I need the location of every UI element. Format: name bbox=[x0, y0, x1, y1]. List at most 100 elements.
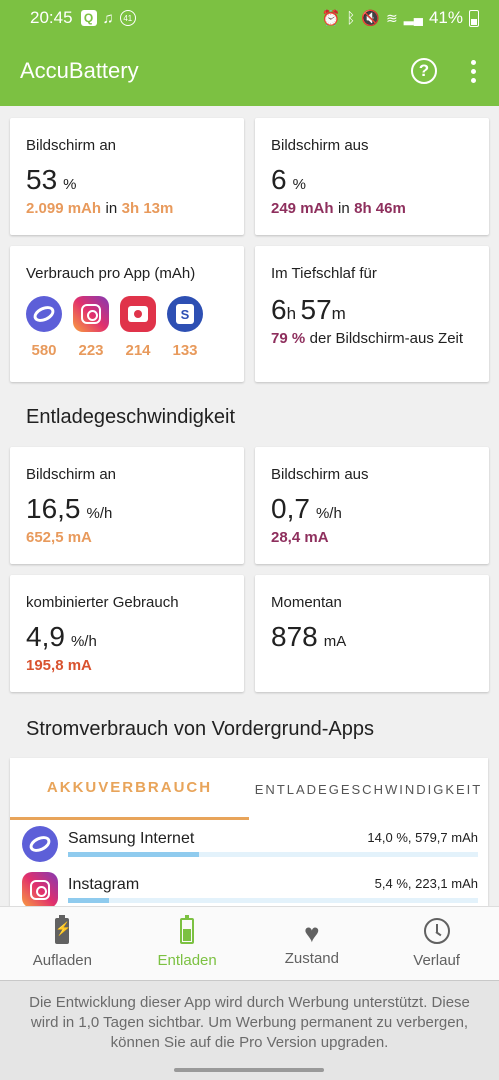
card-current[interactable]: Momentan 878 mA bbox=[255, 575, 489, 692]
card-screen-on[interactable]: Bildschirm an 53% 2.099 mAh in 3h 13m bbox=[10, 118, 244, 235]
value: 4,9 bbox=[26, 621, 65, 652]
in-text: in bbox=[105, 200, 118, 217]
ad-banner[interactable]: Die Entwicklung dieser App wird durch We… bbox=[0, 980, 499, 1062]
section-title-foreground: Stromverbrauch von Vordergrund-Apps bbox=[26, 718, 374, 740]
unit: mA bbox=[323, 633, 347, 650]
app-stat: 14,0 %, 579,7 mAh bbox=[367, 830, 478, 845]
section-title-discharge: Entladegeschwindigkeit bbox=[26, 406, 236, 428]
alarm-icon: ⏰ bbox=[321, 10, 341, 27]
app-usage-value: 580 bbox=[31, 342, 57, 359]
mute-icon: 🔇 bbox=[361, 10, 381, 27]
nav-charge[interactable]: Aufladen bbox=[0, 907, 125, 980]
battery-icon bbox=[469, 9, 479, 27]
mah-value: 2.099 mAh bbox=[26, 200, 102, 217]
card-label: Momentan bbox=[271, 594, 342, 611]
main-content[interactable]: Bildschirm an 53% 2.099 mAh in 3h 13m Bi… bbox=[0, 106, 499, 906]
card-label: Bildschirm aus bbox=[271, 466, 369, 483]
app-usage-item[interactable]: S 133 bbox=[167, 296, 203, 359]
galaxy-store-icon: S bbox=[167, 296, 203, 332]
usage-bar-fill bbox=[68, 852, 200, 857]
more-options-icon[interactable] bbox=[467, 59, 479, 83]
notification-icon: ♫ bbox=[102, 9, 114, 27]
in-text: in bbox=[337, 200, 350, 217]
foreground-apps-panel: AKKUVERBRAUCH ENTLADEGESCHWINDIGKEIT Sam… bbox=[10, 758, 488, 906]
instagram-icon bbox=[73, 296, 109, 332]
samsung-internet-icon bbox=[26, 296, 62, 332]
card-label: Im Tiefschlaf für bbox=[271, 265, 377, 282]
app-usage-value: 223 bbox=[78, 342, 104, 359]
bottom-navigation: Aufladen Entladen ♥ Zustand Verlauf bbox=[0, 906, 499, 980]
card-label: Bildschirm an bbox=[26, 137, 117, 154]
status-time: 20:45 bbox=[30, 8, 73, 27]
app-usage-value: 214 bbox=[125, 342, 151, 359]
battery-percent: 41% bbox=[428, 8, 463, 27]
list-item[interactable]: Instagram 5,4 %, 223,1 mAh bbox=[20, 870, 478, 906]
battery-charging-icon bbox=[55, 915, 70, 944]
app-title: AccuBattery bbox=[20, 58, 139, 83]
card-discharge-screen-on[interactable]: Bildschirm an 16,5 %/h 652,5 mA bbox=[10, 447, 244, 564]
help-icon[interactable]: ? bbox=[411, 58, 437, 84]
card-screen-off[interactable]: Bildschirm aus 6% 249 mAh in 8h 46m bbox=[255, 118, 489, 235]
minutes-unit: m bbox=[331, 304, 346, 323]
value: 6 bbox=[271, 164, 287, 195]
value: 16,5 bbox=[26, 493, 81, 524]
nav-health[interactable]: ♥ Zustand bbox=[250, 907, 375, 980]
ma-value: 28,4 mA bbox=[271, 529, 329, 546]
value: 0,7 bbox=[271, 493, 310, 524]
history-icon bbox=[423, 918, 450, 944]
instagram-icon bbox=[22, 872, 58, 906]
samsung-internet-icon bbox=[22, 826, 58, 862]
ma-value: 652,5 mA bbox=[26, 529, 92, 546]
minutes-value: 57 bbox=[300, 294, 332, 325]
tab-battery-usage[interactable]: AKKUVERBRAUCH bbox=[10, 758, 249, 820]
card-per-app[interactable]: Verbrauch pro App (mAh) 580 223 214 S 13… bbox=[10, 246, 244, 382]
card-discharge-screen-off[interactable]: Bildschirm aus 0,7 %/h 28,4 mA bbox=[255, 447, 489, 564]
card-combined-usage[interactable]: kombinierter Gebrauch 4,9 %/h 195,8 mA bbox=[10, 575, 244, 692]
nav-discharge[interactable]: Entladen bbox=[125, 907, 250, 980]
bluetooth-icon: ᛒ bbox=[346, 9, 356, 27]
nav-label: Zustand bbox=[284, 950, 339, 967]
usage-bar-fill bbox=[68, 898, 109, 903]
duration: 8h 46m bbox=[354, 200, 406, 217]
mah-value: 249 mAh bbox=[271, 200, 334, 217]
battery-discharging-icon bbox=[180, 915, 195, 944]
card-label: Bildschirm an bbox=[26, 466, 117, 483]
app-usage-item[interactable]: 223 bbox=[73, 296, 109, 359]
card-label: kombinierter Gebrauch bbox=[26, 594, 179, 611]
card-label: Bildschirm aus bbox=[271, 137, 369, 154]
camera-icon bbox=[120, 296, 156, 332]
card-deep-sleep[interactable]: Im Tiefschlaf für 6h 57m 79 % der Bildsc… bbox=[255, 246, 489, 382]
duration: 3h 13m bbox=[121, 200, 174, 217]
nav-label: Verlauf bbox=[413, 952, 460, 969]
unit: %/h bbox=[315, 505, 342, 522]
status-bar: 20:45 Q ♫ 41 ⏰ ᛒ 🔇 ≋ ▂▄ 41% bbox=[0, 0, 499, 36]
app-usage-value: 133 bbox=[172, 342, 198, 359]
card-label: Verbrauch pro App (mAh) bbox=[26, 265, 196, 282]
app-usage-item[interactable]: 214 bbox=[120, 296, 156, 359]
ma-value: 195,8 mA bbox=[26, 657, 92, 674]
list-item[interactable]: Samsung Internet 14,0 %, 579,7 mAh bbox=[20, 824, 478, 872]
nav-history[interactable]: Verlauf bbox=[374, 907, 499, 980]
deep-sleep-percent: 79 % bbox=[271, 330, 306, 347]
app-usage-item[interactable]: 580 bbox=[26, 296, 62, 359]
usage-bar bbox=[68, 852, 478, 857]
home-indicator[interactable] bbox=[0, 1062, 499, 1080]
nav-label: Entladen bbox=[157, 952, 217, 969]
app-name: Samsung Internet bbox=[68, 830, 195, 847]
q-notification-icon: Q bbox=[80, 10, 97, 26]
hours-value: 6 bbox=[271, 294, 287, 325]
unit: %/h bbox=[86, 505, 113, 522]
deep-sleep-desc: der Bildschirm-aus Zeit bbox=[309, 330, 464, 347]
notification-count-icon: 41 bbox=[119, 10, 136, 26]
signal-icon: ▂▄ bbox=[403, 10, 423, 25]
tab-discharge-speed[interactable]: ENTLADEGESCHWINDIGKEIT bbox=[254, 781, 483, 797]
nav-label: Aufladen bbox=[32, 952, 92, 969]
app-bar: AccuBattery ? bbox=[0, 36, 499, 106]
value: 878 bbox=[271, 621, 318, 652]
unit: % bbox=[63, 176, 77, 193]
unit: % bbox=[292, 176, 306, 193]
wifi-icon: ≋ bbox=[386, 9, 398, 26]
unit: %/h bbox=[70, 633, 97, 650]
app-name: Instagram bbox=[68, 876, 140, 893]
usage-bar bbox=[68, 898, 478, 903]
